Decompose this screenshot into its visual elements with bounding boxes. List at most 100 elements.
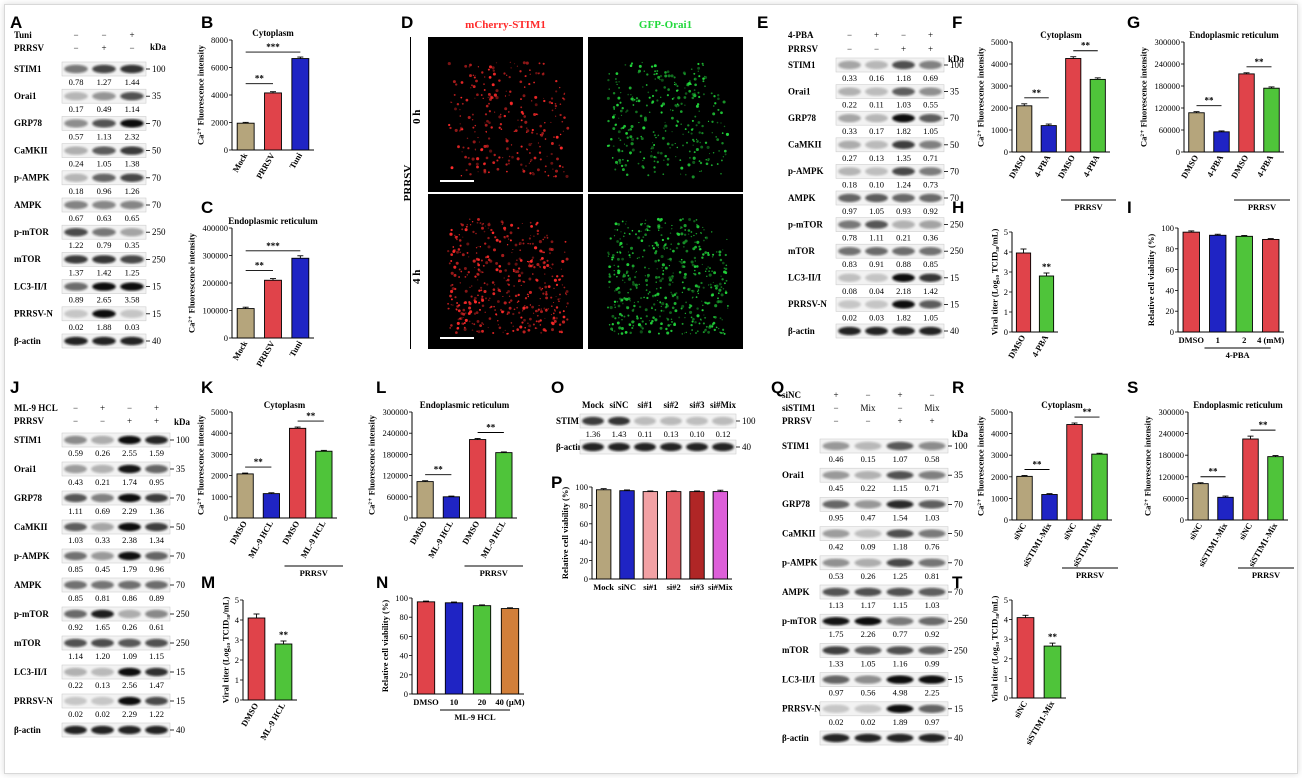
- speckle: [555, 317, 558, 320]
- speckle: [673, 293, 677, 296]
- y-tick-label: 0: [1176, 147, 1180, 157]
- kda-header: kDa: [174, 417, 191, 427]
- speckle: [708, 284, 710, 286]
- quant-value: 1.13: [829, 600, 844, 610]
- speckle: [623, 232, 626, 235]
- speckle: [694, 321, 697, 324]
- speckle: [450, 304, 452, 306]
- speckle: [716, 121, 719, 124]
- quant-value: 0.89: [69, 295, 84, 305]
- speckle: [456, 102, 460, 106]
- speckle: [666, 237, 670, 240]
- speckle: [621, 150, 624, 153]
- lane-label: si#2: [663, 400, 679, 410]
- speckle: [705, 325, 708, 328]
- speckle: [654, 309, 657, 311]
- quant-value: 1.59: [149, 448, 164, 458]
- chart-c: Endoplasmic reticulum0100000200000300000…: [186, 216, 318, 369]
- speckle: [711, 132, 713, 134]
- speckle: [704, 316, 707, 319]
- speckle: [522, 242, 525, 245]
- band: [64, 309, 88, 318]
- speckle: [621, 220, 624, 223]
- quant-value: 0.55: [923, 100, 938, 110]
- protein-label: AMPK: [782, 587, 810, 597]
- speckle: [694, 331, 698, 335]
- speckle: [709, 267, 711, 269]
- speckle: [527, 242, 529, 245]
- speckle: [456, 302, 459, 304]
- band: [854, 675, 882, 684]
- speckle: [646, 229, 649, 232]
- speckle: [459, 317, 463, 321]
- y-tick-label: 0: [224, 333, 228, 343]
- condition-sign: +: [129, 30, 134, 40]
- speckle: [529, 73, 531, 75]
- speckle: [618, 117, 620, 119]
- chart-title: Cytoplasm: [1040, 30, 1082, 40]
- speckle: [510, 67, 512, 69]
- band: [145, 696, 168, 706]
- speckle: [697, 62, 700, 66]
- speckle: [636, 287, 638, 289]
- speckle: [483, 144, 487, 148]
- y-tick-label: 5: [235, 595, 239, 605]
- condition-sign: +: [127, 416, 132, 426]
- speckle: [640, 230, 642, 232]
- blot-row: Orai1 350.45 0.22 1.15 0.71: [782, 467, 964, 493]
- speckle: [516, 328, 519, 331]
- quant-value: 1.05: [923, 126, 938, 136]
- protein-label: GRP78: [782, 499, 810, 509]
- bar: [315, 450, 333, 519]
- chart-title: Cytoplasm: [1041, 400, 1083, 410]
- speckle: [551, 263, 554, 266]
- speckle: [498, 240, 502, 243]
- speckle: [512, 329, 515, 332]
- band: [838, 247, 861, 256]
- quant-value: 0.88: [896, 259, 911, 269]
- speckle: [664, 222, 667, 224]
- kda-marker: 70: [950, 113, 960, 123]
- speckle: [696, 265, 699, 268]
- speckle: [560, 268, 562, 270]
- quant-value: 2.29: [122, 709, 137, 719]
- protein-label: β-actin: [556, 442, 583, 452]
- speckle: [516, 65, 518, 67]
- quant-value: 0.22: [861, 483, 876, 493]
- speckle: [482, 264, 485, 267]
- speckle: [693, 272, 695, 275]
- speckle: [627, 291, 629, 294]
- x-tick-label: Tuni: [287, 150, 304, 170]
- y-tick-label: 120000: [1159, 472, 1185, 482]
- speckle: [658, 229, 660, 231]
- speckle: [682, 286, 686, 290]
- speckle: [534, 95, 538, 99]
- speckle: [467, 156, 470, 160]
- speckle: [542, 265, 546, 269]
- band: [865, 247, 888, 256]
- band: [892, 193, 915, 203]
- chart-title: Endoplasmic reticulum: [420, 400, 510, 410]
- band: [91, 435, 114, 445]
- speckle: [675, 246, 679, 250]
- speckle: [497, 287, 499, 290]
- band: [865, 326, 888, 336]
- speckle: [693, 94, 697, 98]
- protein-label: STIM1: [14, 435, 42, 445]
- speckle: [612, 106, 616, 109]
- x-tick-label: Tuni: [287, 338, 304, 358]
- quant-value: 2.18: [896, 286, 911, 296]
- condition-sign: −: [833, 416, 838, 426]
- speckle: [489, 97, 492, 101]
- speckle: [617, 271, 621, 275]
- speckle: [630, 62, 634, 65]
- speckle: [678, 271, 682, 274]
- speckle: [466, 224, 468, 226]
- speckle: [629, 135, 633, 139]
- speckle: [556, 275, 559, 278]
- speckle: [559, 113, 562, 117]
